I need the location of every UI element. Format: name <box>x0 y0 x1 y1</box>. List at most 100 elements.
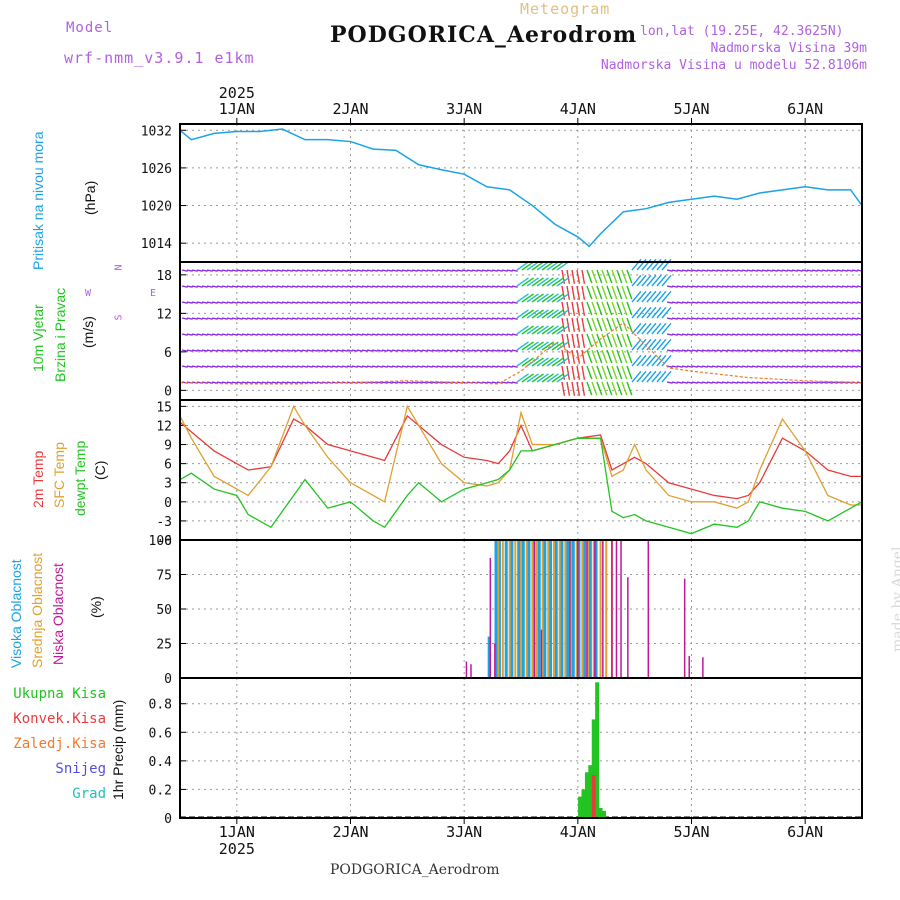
wind-barb <box>406 285 413 288</box>
ytick-label-wind: 18 <box>156 269 172 284</box>
station-title: PODGORICA_Aerodrom <box>330 22 638 48</box>
wind-barb <box>511 317 518 320</box>
wind-barb <box>551 277 564 287</box>
wind-barb <box>421 269 428 272</box>
wind-barb <box>611 269 618 284</box>
wind-barb <box>786 269 793 272</box>
wind-barb <box>436 349 443 352</box>
wind-barb <box>426 269 433 272</box>
wind-barb <box>386 365 393 368</box>
wind-barb <box>731 285 738 288</box>
wind-barb <box>801 301 808 304</box>
wind-barb <box>456 269 463 272</box>
wind-barb <box>231 349 238 352</box>
wind-barb <box>256 317 263 320</box>
wind-barb <box>236 285 243 288</box>
wind-barb <box>631 370 642 383</box>
wind-barb <box>411 269 418 272</box>
wind-barb <box>301 285 308 288</box>
wind-barb <box>301 365 308 368</box>
wind-barb <box>681 365 688 368</box>
wind-barb <box>831 317 838 320</box>
wind-barb <box>696 285 703 288</box>
wind-barb <box>281 317 288 320</box>
wind-barb <box>556 261 569 271</box>
wind-barb <box>816 381 823 384</box>
wind-barb <box>336 301 343 304</box>
wind-barb <box>531 357 544 367</box>
wind-barb <box>796 317 803 320</box>
wind-barb <box>251 269 258 272</box>
wind-barb <box>471 269 478 272</box>
wind-barb <box>711 317 718 320</box>
precip-total-label: Ukupna Kisa <box>13 686 106 702</box>
wind-barb <box>796 301 803 304</box>
wind-barb <box>801 381 808 384</box>
wind-barb <box>271 333 278 336</box>
wind-barb <box>831 349 838 352</box>
wind-barb <box>506 333 513 336</box>
wind-barb <box>426 285 433 288</box>
wind-barb <box>181 269 188 272</box>
wind-barb <box>446 381 453 384</box>
wind-barb <box>401 269 408 272</box>
wind-barb <box>801 285 808 288</box>
wind-barb <box>756 349 763 352</box>
wind-barb <box>321 365 328 368</box>
wind-barb <box>281 349 288 352</box>
wind-barb <box>571 285 576 300</box>
wind-barb <box>221 285 228 288</box>
wind-barb <box>381 301 388 304</box>
wind-barb <box>361 317 368 320</box>
wind-barb <box>466 285 473 288</box>
wind-barb <box>181 365 188 368</box>
wind-barb <box>516 325 529 335</box>
wind-barb <box>731 301 738 304</box>
precip-conv-label: Konvek.Kisa <box>13 711 106 727</box>
wind-barb <box>336 269 343 272</box>
wind-barb <box>201 317 208 320</box>
wind-barb <box>386 269 393 272</box>
wind-barb <box>726 301 733 304</box>
wind-barb <box>796 333 803 336</box>
wind-barb <box>436 381 443 384</box>
wind-barb <box>791 381 798 384</box>
wind-barb <box>736 301 743 304</box>
t2m-line <box>179 414 862 500</box>
wind-barb <box>456 365 463 368</box>
wind-barb <box>716 317 723 320</box>
wind-barb <box>721 349 728 352</box>
ytick-label-precipitation: 0.6 <box>149 726 172 741</box>
wind-barb <box>421 333 428 336</box>
precip-total-bar <box>595 682 600 818</box>
wind-barb <box>401 285 408 288</box>
wind-barb <box>716 381 723 384</box>
wind-barb <box>586 365 593 380</box>
wind-barb <box>531 325 544 335</box>
wind-barb <box>741 269 748 272</box>
wind-barb <box>421 285 428 288</box>
wind-barb <box>666 285 673 288</box>
wind-barb <box>261 365 268 368</box>
wind-barb <box>191 269 198 272</box>
wind-barb <box>801 317 808 320</box>
wind-barb <box>676 285 683 288</box>
wind-barb <box>551 373 564 383</box>
wind-barb <box>266 317 273 320</box>
wind-barb <box>826 269 833 272</box>
wind-barb <box>511 269 518 272</box>
wind-barb <box>501 269 508 272</box>
wind-barb <box>556 373 569 383</box>
wind-barb <box>816 333 823 336</box>
wind-barb <box>591 333 598 348</box>
wind-barb <box>621 285 628 300</box>
wind-barb <box>726 317 733 320</box>
wind-barb <box>831 301 838 304</box>
wind-barb <box>831 365 838 368</box>
wind-barb <box>596 381 603 396</box>
wind-barb <box>466 365 473 368</box>
wind-barb <box>506 301 513 304</box>
wind-barb <box>821 269 828 272</box>
wind-barb <box>236 381 243 384</box>
wind-barb <box>301 317 308 320</box>
